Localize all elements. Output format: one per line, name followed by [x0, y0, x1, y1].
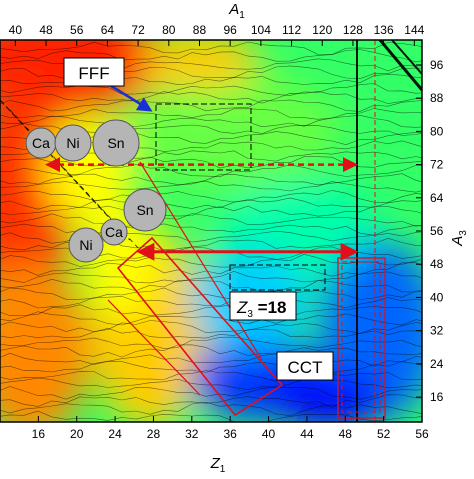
fff-label: FFF: [78, 64, 109, 83]
x-top-tick-label: 144: [404, 23, 424, 37]
fff-label-box: [63, 57, 125, 87]
ball-bottom-sn: [123, 188, 167, 232]
x-bottom-tick-label: 16: [32, 427, 46, 441]
ball-bottom-ni: [68, 227, 104, 263]
y-right-tick-label: 32: [430, 324, 444, 338]
ball-top-label: Ni: [66, 135, 79, 151]
ball-top-label: Ca: [32, 135, 50, 151]
cct-label-box: [276, 351, 334, 381]
x-bottom-tick-label: 44: [300, 427, 314, 441]
y-right-tick-label: 40: [430, 290, 444, 304]
x-top-tick-label: 96: [224, 23, 238, 37]
y-right-tick-label: 88: [430, 91, 444, 105]
y-right-tick-label: 64: [430, 191, 444, 205]
x-bottom-tick-label: 32: [185, 427, 199, 441]
fff-pointer-arrow: [107, 82, 153, 112]
cct-guide-line: [107, 299, 201, 396]
x-top-tick-label: 128: [343, 23, 363, 37]
annotation-labels: FFF CCT Z3 =18 Ca Ni Sn Ni Ca Sn: [25, 57, 334, 381]
x-bottom-tick-label: 28: [147, 427, 161, 441]
x-top-tick-label: 120: [312, 23, 332, 37]
ball-top-label: Sn: [107, 135, 124, 151]
y-right-tick-label: 56: [430, 224, 444, 238]
y-right-tick-label: 72: [430, 158, 444, 172]
y-right-tick-label: 24: [430, 357, 444, 371]
x-top-axis-title: A1: [228, 1, 245, 21]
ball-bottom-ca: [100, 218, 128, 246]
x-top-tick-label: 136: [374, 23, 394, 37]
ball-bottom-label: Ni: [79, 237, 92, 253]
y-right-tick-label: 96: [430, 58, 444, 72]
z3-label: Z3 =18: [236, 298, 287, 320]
z3-box: [229, 264, 326, 291]
x-top-tick-label: 112: [282, 23, 301, 37]
x-bottom-axis-title: Z1: [210, 455, 226, 474]
y-right-tick-label: 48: [430, 257, 444, 271]
axes: 16 20 24 28 32 36 40 44 48 52 56 40 48 56 64 72 80 88 96 10…: [9, 1, 469, 475]
y-right-tick-label: 16: [430, 390, 444, 404]
red-rect-right-dashed: [341, 261, 381, 413]
x-bottom-tick-label: 56: [415, 427, 429, 441]
ball-bottom-label: Sn: [136, 202, 153, 218]
z3-label-box: [229, 291, 297, 321]
cct-label: CCT: [288, 358, 323, 377]
x-top-tick-label: 40: [9, 23, 23, 37]
red-rect-right: [337, 257, 386, 419]
corner-contour-band: [391, 40, 422, 75]
x-top-tick-label: 64: [101, 23, 115, 37]
x-bottom-tick-label: 36: [224, 427, 238, 441]
ball-top-sn: [92, 119, 140, 167]
y-right-tick-label: 80: [430, 124, 444, 138]
x-bottom-tick-label: 48: [339, 427, 353, 441]
x-top-tick-label: 104: [251, 23, 271, 37]
x-bottom-tick-label: 24: [108, 427, 122, 441]
x-top-tick-label: 72: [131, 23, 145, 37]
x-top-tick-label: 56: [70, 23, 84, 37]
y-right-axis-title: A3: [449, 230, 469, 247]
x-top-tick-label: 80: [162, 23, 176, 37]
corner-contour-band: [378, 40, 422, 91]
ball-top-ni: [54, 124, 92, 162]
x-bottom-tick-label: 40: [262, 427, 276, 441]
ball-bottom-label: Ca: [105, 224, 123, 240]
x-bottom-tick-label: 20: [70, 427, 84, 441]
x-top-tick-label: 88: [193, 23, 207, 37]
x-bottom-tick-label: 52: [377, 427, 391, 441]
x-top-tick-label: 48: [39, 23, 53, 37]
